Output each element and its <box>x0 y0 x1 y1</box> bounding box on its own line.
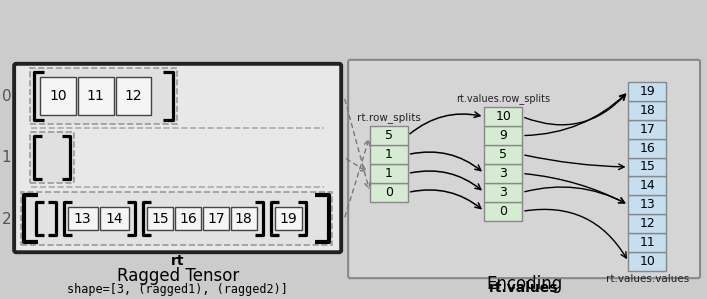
Text: 10: 10 <box>49 89 66 103</box>
Bar <box>629 82 666 101</box>
FancyBboxPatch shape <box>14 64 341 252</box>
Text: 2: 2 <box>1 212 11 227</box>
Text: rt.values.row_splits: rt.values.row_splits <box>456 93 550 104</box>
Text: 15: 15 <box>639 161 655 173</box>
Text: 18: 18 <box>639 104 655 117</box>
Text: 10: 10 <box>496 110 511 123</box>
Text: 16: 16 <box>180 212 197 226</box>
Bar <box>484 126 522 145</box>
Bar <box>370 164 408 183</box>
Bar <box>68 208 98 230</box>
Bar <box>147 208 173 230</box>
Bar <box>629 233 666 252</box>
Bar <box>629 176 666 196</box>
Text: 3: 3 <box>499 167 507 180</box>
Bar <box>231 208 257 230</box>
Bar <box>484 164 522 183</box>
Text: 0: 0 <box>499 205 507 218</box>
Bar <box>30 68 177 123</box>
Text: 5: 5 <box>385 129 393 142</box>
Text: rt.values: rt.values <box>489 281 559 295</box>
Text: 12: 12 <box>124 89 142 103</box>
Bar <box>115 77 151 115</box>
Text: Ragged Tensor: Ragged Tensor <box>117 267 239 285</box>
Text: 12: 12 <box>639 217 655 230</box>
Bar <box>484 145 522 164</box>
Bar <box>629 252 666 271</box>
Bar <box>629 120 666 138</box>
Text: 16: 16 <box>639 141 655 155</box>
Bar <box>78 77 114 115</box>
Bar <box>484 107 522 126</box>
Bar <box>629 214 666 233</box>
Text: rt.values.values: rt.values.values <box>606 274 689 284</box>
Bar <box>484 183 522 202</box>
Text: rt: rt <box>171 254 185 268</box>
Bar <box>370 145 408 164</box>
Bar <box>203 208 229 230</box>
Bar <box>40 77 76 115</box>
Bar <box>21 193 332 245</box>
Text: 18: 18 <box>235 212 252 226</box>
Bar <box>175 208 201 230</box>
Text: 17: 17 <box>639 123 655 136</box>
Text: 1: 1 <box>385 167 393 180</box>
Text: 19: 19 <box>280 212 298 226</box>
Text: 14: 14 <box>639 179 655 193</box>
Bar <box>629 196 666 214</box>
Bar <box>629 158 666 176</box>
Text: 10: 10 <box>639 255 655 268</box>
Text: 9: 9 <box>499 129 507 142</box>
Bar <box>629 138 666 158</box>
Text: 11: 11 <box>639 236 655 249</box>
Text: 1: 1 <box>385 148 393 161</box>
Bar <box>274 208 303 230</box>
Text: 13: 13 <box>74 212 91 226</box>
Text: 5: 5 <box>499 148 507 161</box>
Bar <box>370 183 408 202</box>
Text: 14: 14 <box>106 212 123 226</box>
Bar <box>370 126 408 145</box>
Text: 3: 3 <box>499 186 507 199</box>
Text: rt.row_splits: rt.row_splits <box>357 112 421 123</box>
Bar <box>484 202 522 221</box>
Text: 0: 0 <box>385 186 393 199</box>
Text: shape=[3, (ragged1), (ragged2)]: shape=[3, (ragged1), (ragged2)] <box>67 283 288 296</box>
Text: 1: 1 <box>1 150 11 165</box>
Text: 13: 13 <box>639 198 655 211</box>
Bar <box>30 132 74 184</box>
Text: 17: 17 <box>207 212 225 226</box>
Text: 0: 0 <box>1 89 11 104</box>
FancyBboxPatch shape <box>348 60 700 278</box>
Bar <box>629 101 666 120</box>
Bar <box>100 208 129 230</box>
Text: Encoding: Encoding <box>486 275 562 293</box>
Text: 15: 15 <box>151 212 169 226</box>
Text: 11: 11 <box>87 89 105 103</box>
Text: 19: 19 <box>639 85 655 98</box>
